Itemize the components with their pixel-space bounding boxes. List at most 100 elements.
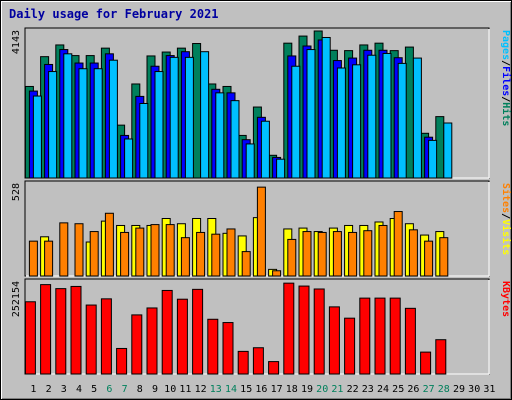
bar-pages-day-18 xyxy=(291,65,301,179)
legend-files: Files xyxy=(500,66,512,96)
bar-sites-day-8 xyxy=(135,227,145,277)
bar-sites-day-1 xyxy=(28,240,38,277)
bar-sites-day-15 xyxy=(241,251,251,277)
bar-sites-day-14 xyxy=(226,228,236,277)
bar-sites-day-25 xyxy=(393,211,403,277)
day-label-22: 22 xyxy=(347,384,359,395)
bar-kbytes-day-3 xyxy=(55,288,67,375)
day-label-3: 3 xyxy=(61,384,67,395)
bar-sites-day-22 xyxy=(348,231,358,277)
bar-pages-day-21 xyxy=(336,67,346,179)
bar-pages-day-14 xyxy=(230,100,240,179)
day-label-21: 21 xyxy=(331,384,343,395)
bar-sites-day-23 xyxy=(363,230,373,277)
bar-kbytes-day-1 xyxy=(24,301,36,375)
legend-sep: / xyxy=(500,213,511,219)
bar-pages-day-7 xyxy=(124,138,134,179)
day-label-25: 25 xyxy=(392,384,404,395)
bar-pages-day-22 xyxy=(352,64,362,179)
bar-kbytes-day-17 xyxy=(268,361,280,375)
bar-sites-day-28 xyxy=(439,237,449,277)
legend-sites: Sites xyxy=(500,183,512,213)
bar-sites-day-10 xyxy=(165,224,175,277)
day-label-11: 11 xyxy=(179,384,191,395)
bar-sites-day-26 xyxy=(408,229,418,277)
day-label-29: 29 xyxy=(453,384,465,395)
bar-pages-day-27 xyxy=(428,139,438,179)
bar-pages-day-15 xyxy=(245,143,255,179)
bar-pages-day-11 xyxy=(184,56,194,179)
day-label-4: 4 xyxy=(76,384,82,395)
bar-kbytes-day-9 xyxy=(146,307,158,375)
day-label-30: 30 xyxy=(468,384,480,395)
legend-sep: / xyxy=(500,60,511,66)
day-label-13: 13 xyxy=(210,384,222,395)
bar-sites-day-27 xyxy=(424,240,434,277)
bar-kbytes-day-7 xyxy=(116,347,128,375)
bar-pages-day-20 xyxy=(321,36,331,179)
day-label-2: 2 xyxy=(46,384,52,395)
scale-label-visits-sites: 528 xyxy=(11,183,22,201)
day-label-10: 10 xyxy=(164,384,176,395)
bar-sites-day-3 xyxy=(59,222,69,277)
day-label-26: 26 xyxy=(407,384,419,395)
bar-sites-day-6 xyxy=(104,212,114,277)
bar-pages-day-5 xyxy=(93,68,103,179)
day-label-31: 31 xyxy=(483,384,495,395)
bar-sites-day-2 xyxy=(44,240,54,277)
scale-label-kbytes: 252154 xyxy=(11,281,22,317)
bar-pages-day-26 xyxy=(412,57,422,179)
bar-sites-day-7 xyxy=(120,231,130,277)
bar-kbytes-day-8 xyxy=(131,314,143,375)
bar-pages-day-23 xyxy=(367,54,377,179)
day-label-9: 9 xyxy=(152,384,158,395)
bar-pages-day-2 xyxy=(48,71,58,179)
day-label-12: 12 xyxy=(195,384,207,395)
bar-kbytes-day-23 xyxy=(359,297,371,375)
day-label-27: 27 xyxy=(423,384,435,395)
bar-pages-day-1 xyxy=(32,95,42,179)
bar-kbytes-day-20 xyxy=(313,288,325,375)
bar-pages-day-9 xyxy=(154,71,164,179)
bar-pages-day-28 xyxy=(443,122,453,179)
bar-kbytes-day-21 xyxy=(328,306,340,375)
scale-label-hits-files-pages: 4143 xyxy=(11,30,22,54)
bar-sites-day-19 xyxy=(302,231,312,277)
bar-sites-day-12 xyxy=(196,231,206,277)
day-label-14: 14 xyxy=(225,384,237,395)
bar-kbytes-day-27 xyxy=(420,351,432,375)
legend-pages: Pages xyxy=(500,30,511,60)
bar-sites-day-13 xyxy=(211,233,221,277)
bar-sites-day-16 xyxy=(256,186,266,277)
day-label-8: 8 xyxy=(137,384,143,395)
bar-pages-day-6 xyxy=(108,59,118,179)
bar-kbytes-day-11 xyxy=(176,298,188,375)
legend-kbytes: KBytes xyxy=(500,281,511,317)
bar-pages-day-13 xyxy=(215,92,225,179)
bar-pages-day-8 xyxy=(139,102,149,179)
bar-pages-day-17 xyxy=(276,158,286,179)
day-label-15: 15 xyxy=(240,384,252,395)
bar-sites-day-5 xyxy=(89,231,99,277)
legend-sep: / xyxy=(500,96,511,102)
bar-pages-day-16 xyxy=(260,120,270,179)
bar-sites-day-4 xyxy=(74,223,84,277)
day-label-18: 18 xyxy=(286,384,298,395)
bar-pages-day-3 xyxy=(63,53,73,179)
day-label-24: 24 xyxy=(377,384,389,395)
bar-pages-day-4 xyxy=(78,68,88,179)
legend-visits: Visits xyxy=(500,219,512,255)
bar-sites-day-20 xyxy=(317,231,327,277)
bar-kbytes-day-2 xyxy=(40,284,52,375)
bar-kbytes-day-19 xyxy=(298,285,310,375)
bar-sites-day-9 xyxy=(150,224,160,277)
chart-title: Daily usage for February 2021 xyxy=(9,7,219,21)
bar-kbytes-day-5 xyxy=(85,304,97,375)
bar-sites-day-17 xyxy=(272,270,282,277)
bar-kbytes-day-28 xyxy=(435,339,447,375)
bar-kbytes-day-26 xyxy=(404,307,416,375)
day-label-1: 1 xyxy=(30,384,36,395)
legend-visits-sites: Sites/Visits xyxy=(500,183,512,255)
bar-pages-day-24 xyxy=(382,52,392,179)
